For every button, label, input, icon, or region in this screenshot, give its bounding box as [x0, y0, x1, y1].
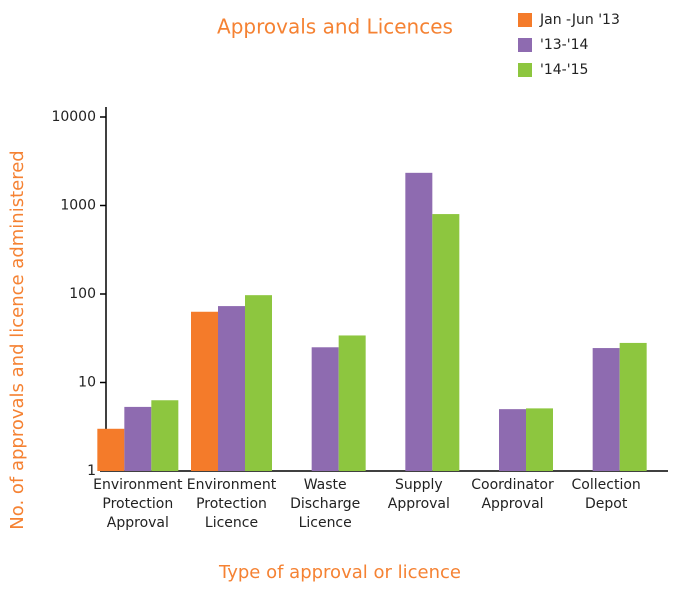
bar	[619, 342, 647, 471]
legend-label: '13-'14	[540, 37, 588, 53]
bar	[526, 408, 553, 471]
x-tick-label: Waste Discharge Licence	[290, 477, 360, 531]
legend-swatch	[518, 63, 532, 77]
x-tick-line: Licence	[205, 515, 258, 531]
bar	[124, 406, 152, 471]
x-tick-label: Environment Protection Licence	[187, 477, 277, 531]
bar	[592, 348, 620, 471]
bar	[151, 400, 179, 471]
x-tick-line: Coordinator	[471, 477, 554, 493]
x-axis-label: Type of approval or licence	[218, 562, 461, 583]
x-tick-line: Approval	[481, 496, 543, 512]
bar	[311, 347, 339, 471]
x-tick-line: Waste	[304, 477, 347, 493]
x-tick-label: Supply Approval	[388, 477, 450, 512]
y-axis-label: No. of approvals and licence administere…	[7, 150, 28, 529]
x-tick-line: Collection	[572, 477, 641, 493]
bar	[245, 295, 272, 471]
y-tick-label: 1000	[60, 198, 96, 214]
x-tick-line: Licence	[299, 515, 352, 531]
x-tick-line: Approval	[388, 496, 450, 512]
bar	[97, 428, 125, 471]
x-tick-line: Protection	[102, 496, 173, 512]
bar	[191, 311, 218, 471]
x-tick-line: Environment	[93, 477, 183, 493]
x-tick-line: Depot	[585, 496, 628, 512]
legend-swatch	[518, 38, 532, 52]
y-tick-label: 100	[69, 286, 96, 302]
chart-title: Approvals and Licences	[217, 15, 453, 39]
y-tick-label: 10000	[51, 109, 96, 125]
y-tick-label: 1	[87, 463, 96, 479]
legend-label: Jan -Jun '13	[539, 12, 620, 28]
x-tick-label: Collection Depot	[572, 477, 641, 512]
bar	[218, 306, 245, 471]
bar	[499, 409, 526, 471]
x-tick-line: Approval	[107, 515, 169, 531]
legend-label: '14-'15	[540, 62, 588, 78]
x-tick-label: Coordinator Approval	[471, 477, 554, 512]
bar	[338, 335, 366, 471]
x-tick-line: Protection	[196, 496, 267, 512]
x-tick-line: Discharge	[290, 496, 360, 512]
bar	[432, 214, 460, 471]
bar	[405, 172, 433, 471]
x-tick-label: Environment Protection Approval	[93, 477, 183, 531]
x-tick-line: Environment	[187, 477, 277, 493]
legend-swatch	[518, 13, 532, 27]
x-tick-line: Supply	[395, 477, 443, 493]
y-tick-label: 10	[78, 375, 96, 391]
